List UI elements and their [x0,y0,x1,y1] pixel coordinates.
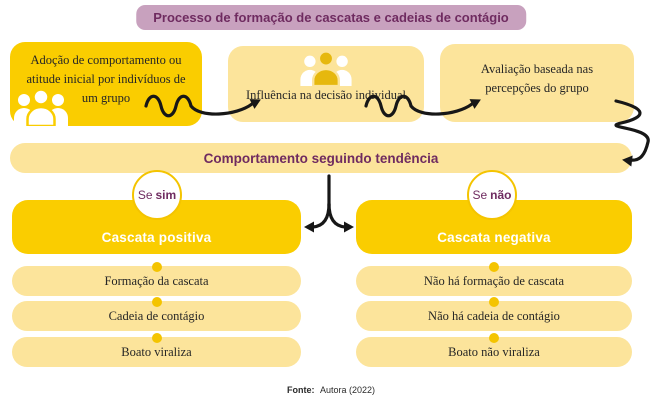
negative-cascade-label: Cascata negativa [437,230,551,245]
title-badge: Processo de formação de cascatas e cadei… [136,5,526,30]
card-group-perception-text: Avaliação baseada nas percepções do grup… [480,62,594,95]
condition-yes-prefix: Se [137,188,153,202]
positive-step-3-label: Boato viraliza [121,344,192,359]
positive-step-1: Formação da cascata [12,262,301,296]
connector-dot [489,262,499,272]
condition-yes-word: sim [155,188,177,202]
positive-step-2: Cadeia de contágio [12,297,301,331]
positive-step-3: Boato viraliza [12,333,301,367]
negative-step-3-label: Boato não viraliza [448,344,540,359]
card-individual-decision: Influência na decisão individual [228,46,424,122]
connector-dot [489,333,499,343]
connector-dot [489,297,499,307]
condition-no-badge: Se não [467,170,517,220]
positive-step-2-label: Cadeia de contágio [108,308,205,323]
condition-no-prefix: Se [472,188,488,202]
negative-step-1-label: Não há formação de cascata [423,273,565,288]
positive-cascade-label: Cascata positiva [101,230,212,245]
source-note: Fonte: Autora (2022) [0,385,662,395]
branch-arrow-left [311,202,331,229]
page-title: Processo de formação de cascatas e cadei… [153,10,509,25]
card-initial-adoption-text: Adoção de comportamento ou atitude inici… [26,53,186,105]
negative-cascade-header: Cascata negativa [356,200,632,254]
trend-banner: Comportamento seguindo tendência [10,143,632,173]
card-initial-adoption: Adoção de comportamento ou atitude inici… [10,42,202,126]
card-individual-decision-text: Influência na decisão individual [245,88,406,102]
trend-banner-label: Comportamento seguindo tendência [203,150,439,166]
positive-step-1-label: Formação da cascata [104,273,209,288]
people-group-icon [14,88,68,126]
people-group-icon [300,50,352,86]
negative-step-1: Não há formação de cascata [356,262,632,296]
connector-dot [151,333,162,343]
source-label: Fonte: [286,385,315,395]
branch-arrow-right [327,202,347,229]
card-group-perception: Avaliação baseada nas percepções do grup… [440,44,634,122]
arrowhead [344,221,354,233]
source-text: Autora (2022) [319,385,376,395]
condition-no-word: não [490,188,512,202]
condition-yes-badge: Se sim [132,170,182,220]
negative-step-2-label: Não há cadeia de contágio [428,308,560,323]
connector-dot [151,262,162,272]
negative-step-2: Não há cadeia de contágio [356,297,632,331]
negative-step-3: Boato não viraliza [356,333,632,367]
connector-dot [151,297,162,307]
arrowhead [304,221,314,233]
